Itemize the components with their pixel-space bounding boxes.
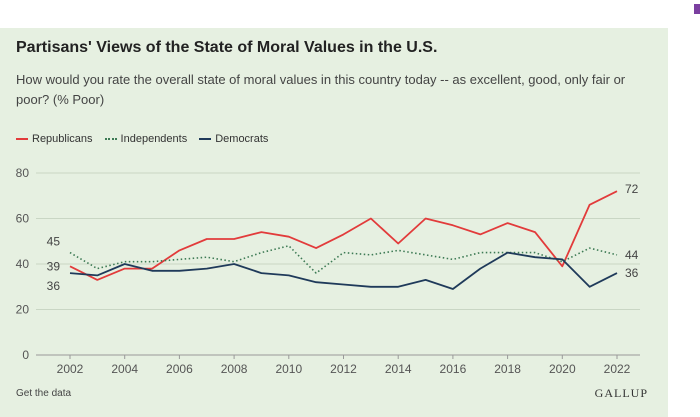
start-label-democrats: 36 [47,279,61,293]
legend-swatch-democrats [199,138,212,140]
x-tick-label: 2016 [440,362,467,376]
line-chart: 0 20 40 60 80 2002 2004 2006 2008 2010 2012 2014 201… [16,166,640,376]
legend-item-republicans: Republicans [16,133,93,145]
start-label-republicans: 39 [47,259,61,273]
chart-subtitle: How would you rate the overall state of … [16,72,626,107]
x-tick-label: 2008 [221,362,248,376]
x-tick-label: 2010 [275,362,302,376]
series-line-republicans [69,190,618,281]
legend-swatch-republicans [16,138,28,140]
x-tick-label: 2012 [330,362,357,376]
x-tick-label: 2002 [57,362,84,376]
series-line-independents [69,245,618,274]
legend-swatch-independents [104,138,117,140]
legend-label-republicans: Republicans [32,133,93,145]
end-label-democrats: 36 [625,266,639,280]
y-tick-label: 0 [22,348,29,362]
legend-label-democrats: Democrats [215,133,269,145]
y-tick-label: 80 [16,166,30,180]
y-tick-label: 20 [16,303,30,317]
y-tick-label: 60 [16,212,30,226]
x-tick-label: 2014 [385,362,412,376]
start-label-independents: 45 [47,235,61,249]
get-data-link[interactable]: Get the data [16,388,72,399]
x-tick-label: 2004 [111,362,138,376]
x-tick-label: 2022 [604,362,631,376]
x-tick-label: 2006 [166,362,193,376]
legend: Republicans Independents Democrats [16,133,268,145]
gallup-logo: GALLUP [594,386,648,400]
legend-item-democrats: Democrats [199,133,268,145]
chart-panel: Partisans' Views of the State of Moral V… [0,28,668,417]
legend-label-independents: Independents [120,133,188,145]
legend-item-independents: Independents [104,133,188,145]
chart-title: Partisans' Views of the State of Moral V… [16,39,438,56]
x-tick-label: 2018 [494,362,521,376]
end-label-independents: 44 [625,248,639,262]
series-line-democrats [69,251,618,290]
corner-marker [694,4,700,14]
x-tick-label: 2020 [549,362,576,376]
y-tick-label: 40 [16,257,30,271]
end-label-republicans: 72 [625,182,639,196]
